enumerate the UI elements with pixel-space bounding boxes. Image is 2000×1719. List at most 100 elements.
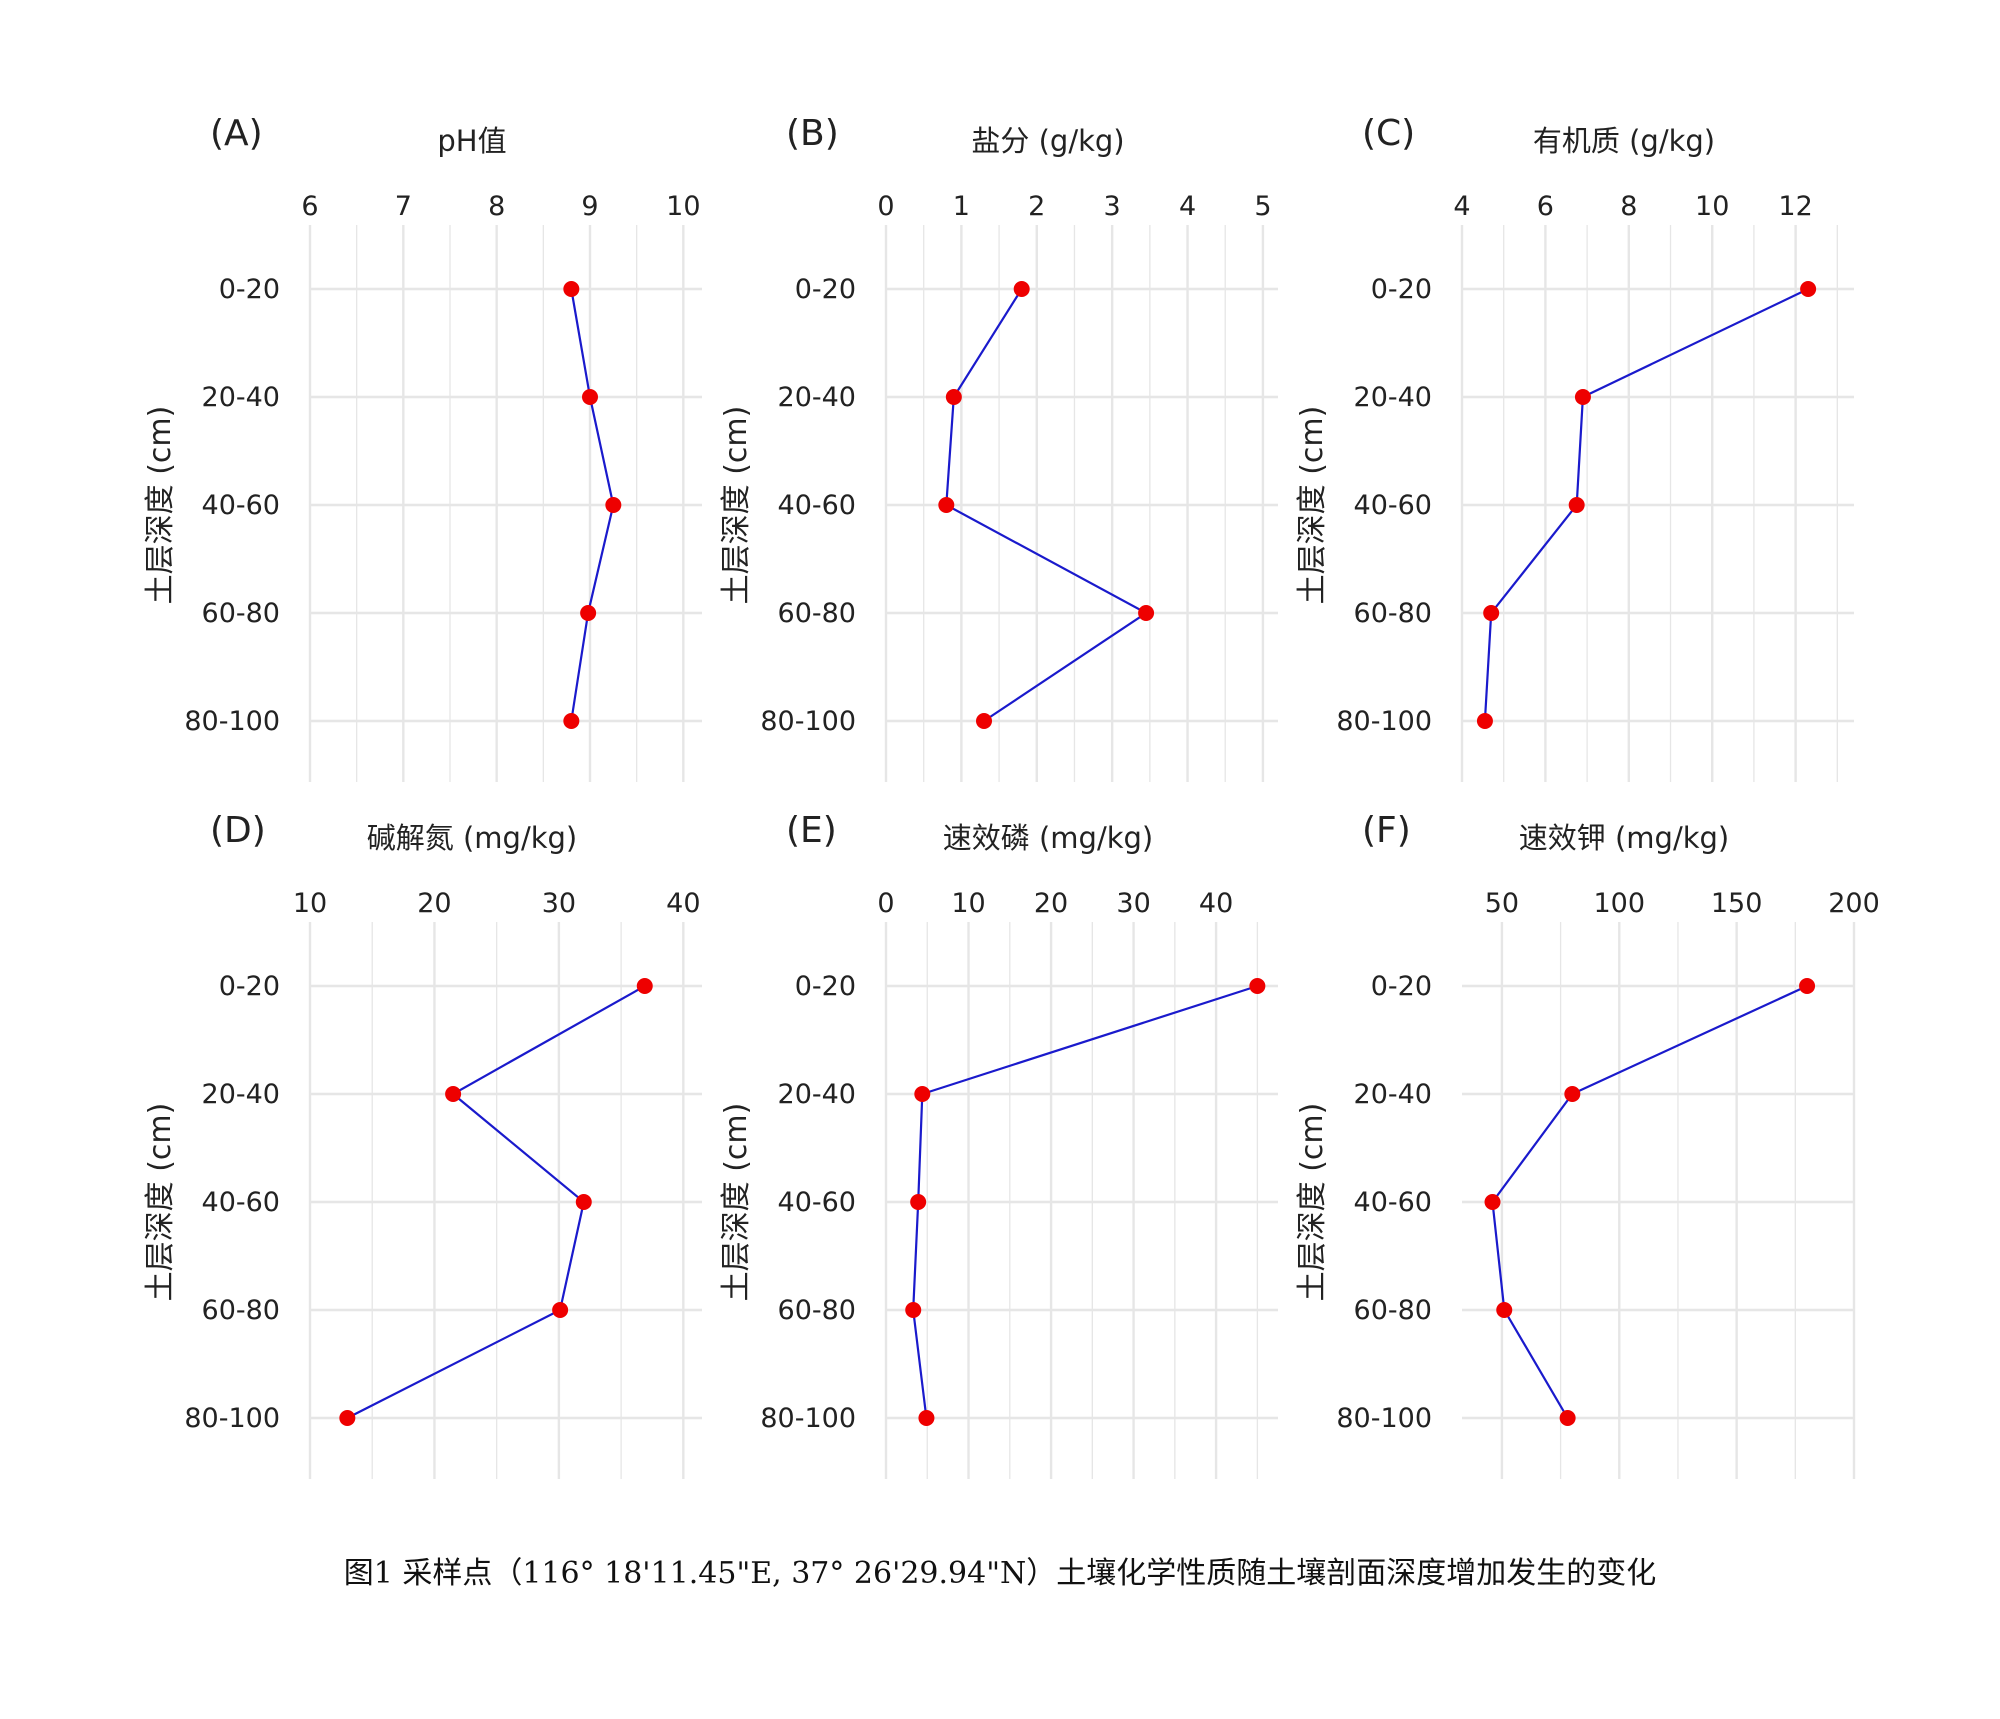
panel-label: (F) [1362, 810, 1411, 851]
data-point[interactable] [580, 605, 597, 621]
x-tick-label: 30 [542, 888, 576, 919]
x-tick-label: 0 [877, 888, 894, 919]
data-point[interactable] [910, 1194, 927, 1210]
x-tick-label: 50 [1485, 888, 1519, 919]
data-point[interactable] [1799, 978, 1816, 994]
panel-label: (D) [210, 810, 266, 851]
y-axis-label: 土层深度 (cm) [143, 1103, 178, 1302]
y-tick-label: 0-20 [795, 971, 856, 1002]
y-tick-label: 20-40 [1354, 382, 1432, 413]
x-tick-label: 12 [1778, 191, 1812, 222]
panel-title: pH值 [437, 124, 506, 158]
y-tick-label: 80-100 [760, 1403, 856, 1434]
y-tick-label: 0-20 [1371, 274, 1432, 305]
y-tick-label: 60-80 [1354, 1295, 1432, 1326]
y-axis-label: 土层深度 (cm) [1295, 406, 1330, 605]
y-tick-label: 20-40 [1354, 1079, 1432, 1110]
data-point[interactable] [1496, 1302, 1513, 1318]
x-tick-label: 6 [1537, 191, 1554, 222]
data-point[interactable] [1559, 1410, 1576, 1426]
panel-title: 速效磷 (mg/kg) [943, 821, 1153, 855]
x-tick-label: 20 [1034, 888, 1068, 919]
panel-label: (B) [786, 113, 839, 154]
x-tick-label: 0 [877, 191, 894, 222]
y-axis-label: 土层深度 (cm) [719, 406, 754, 605]
data-point[interactable] [1138, 605, 1155, 621]
y-tick-label: 60-80 [778, 598, 856, 629]
data-point[interactable] [1568, 497, 1585, 513]
data-point[interactable] [445, 1086, 462, 1102]
x-tick-label: 5 [1254, 191, 1271, 222]
data-point[interactable] [1476, 713, 1493, 729]
y-tick-label: 40-60 [202, 490, 280, 521]
x-tick-label: 150 [1711, 888, 1763, 919]
data-point[interactable] [1800, 281, 1817, 297]
x-tick-label: 9 [581, 191, 598, 222]
panel-title: 盐分 (g/kg) [971, 124, 1124, 158]
panel-label: (E) [786, 810, 837, 851]
y-tick-label: 60-80 [202, 1295, 280, 1326]
y-tick-label: 0-20 [1371, 971, 1432, 1002]
y-tick-label: 20-40 [202, 382, 280, 413]
data-point[interactable] [1574, 389, 1591, 405]
y-tick-label: 60-80 [1354, 598, 1432, 629]
data-point[interactable] [563, 281, 580, 297]
y-tick-label: 0-20 [795, 274, 856, 305]
x-tick-label: 40 [1199, 888, 1233, 919]
y-tick-label: 20-40 [202, 1079, 280, 1110]
y-tick-label: 80-100 [1336, 706, 1432, 737]
x-tick-label: 4 [1453, 191, 1470, 222]
data-point[interactable] [945, 389, 962, 405]
chart-panel-a: 6 7 8 9 10 0-20 20-40 40-60 60-80 80-100 (A) pH值土层深… [143, 113, 702, 782]
figure: 6 7 8 9 10 0-20 20-40 40-60 60-80 80-100 (A) pH值土层深… [143, 113, 1880, 1479]
data-point[interactable] [1013, 281, 1030, 297]
data-point[interactable] [918, 1410, 935, 1426]
x-tick-label: 8 [488, 191, 505, 222]
panel-label: (C) [1362, 113, 1415, 154]
chart-panel-c: 4 6 8 10 12 0-20 20-40 40-60 60-80 80-100 (C) 有机质 (… [1295, 113, 1854, 782]
y-tick-label: 40-60 [202, 1187, 280, 1218]
y-tick-label: 80-100 [184, 706, 280, 737]
x-tick-label: 10 [666, 191, 700, 222]
y-tick-label: 40-60 [778, 490, 856, 521]
x-tick-label: 10 [951, 888, 985, 919]
panel-title: 速效钾 (mg/kg) [1519, 821, 1729, 855]
y-tick-label: 40-60 [1354, 490, 1432, 521]
y-axis-label: 土层深度 (cm) [143, 406, 178, 605]
x-tick-label: 7 [395, 191, 412, 222]
x-tick-label: 40 [666, 888, 700, 919]
x-tick-label: 200 [1828, 888, 1880, 919]
panel-title: 有机质 (g/kg) [1533, 124, 1715, 158]
chart-panel-b: 0 1 2 3 4 5 0-20 20-40 40-60 60-80 80-100 (B) 盐分 (g/… [719, 113, 1278, 782]
x-tick-label: 6 [301, 191, 318, 222]
data-point[interactable] [552, 1302, 569, 1318]
figure-caption: 图1 采样点（116° 18'11.45"E, 37° 26'29.94"N）土… [343, 1556, 1657, 1591]
y-tick-label: 80-100 [1336, 1403, 1432, 1434]
data-point[interactable] [976, 713, 992, 729]
data-point[interactable] [905, 1302, 922, 1318]
y-tick-label: 40-60 [1354, 1187, 1432, 1218]
data-point[interactable] [575, 1194, 592, 1210]
x-tick-label: 30 [1116, 888, 1150, 919]
data-point[interactable] [938, 497, 955, 513]
panel-label: (A) [210, 113, 263, 154]
data-point[interactable] [1564, 1086, 1581, 1102]
chart-panel-f: 50 100 150 200 0-20 20-40 40-60 60-80 80-100 (F) 速… [1295, 810, 1880, 1479]
x-tick-label: 2 [1028, 191, 1045, 222]
x-tick-label: 10 [1695, 191, 1729, 222]
y-tick-label: 80-100 [760, 706, 856, 737]
y-tick-label: 40-60 [778, 1187, 856, 1218]
y-tick-label: 0-20 [219, 274, 280, 305]
data-point[interactable] [582, 389, 598, 405]
data-point[interactable] [1483, 605, 1500, 621]
data-point[interactable] [339, 1410, 356, 1426]
data-point[interactable] [636, 978, 653, 994]
chart-panel-d: 10 20 30 40 0-20 20-40 40-60 60-80 80-100 (D) 碱解氮 … [143, 810, 702, 1479]
data-point[interactable] [563, 713, 580, 729]
data-point[interactable] [605, 497, 622, 513]
data-point[interactable] [1484, 1194, 1501, 1210]
data-point[interactable] [1249, 978, 1266, 994]
x-tick-label: 10 [293, 888, 327, 919]
y-tick-label: 60-80 [202, 598, 280, 629]
data-point[interactable] [914, 1086, 931, 1102]
